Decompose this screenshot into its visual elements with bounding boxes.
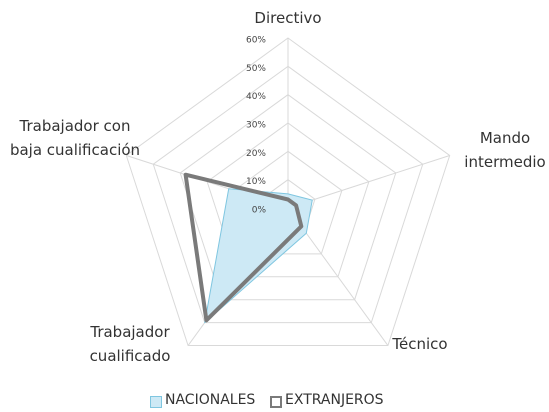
grid-ring — [233, 150, 343, 255]
category-label: Trabajador cualificado — [89, 323, 171, 365]
legend-label: NACIONALES — [165, 392, 256, 408]
grid-ring — [179, 94, 397, 301]
y-tick-label: 30% — [246, 121, 266, 131]
grid-ring — [152, 65, 424, 324]
y-tick-label: 20% — [246, 149, 266, 159]
category-label: Técnico — [392, 335, 448, 353]
y-tick-label: 0% — [252, 206, 267, 216]
grid-ring — [125, 37, 451, 347]
y-tick-label: 50% — [246, 64, 266, 74]
legend-swatch — [150, 396, 162, 408]
grid-ring — [206, 122, 370, 278]
spoke — [287, 154, 450, 209]
series-area — [183, 172, 304, 323]
y-tick-label: 60% — [246, 36, 266, 46]
category-label: Trabajador con baja cualificación — [9, 117, 141, 159]
y-tick-label: 40% — [246, 92, 266, 102]
y-tick-label: 10% — [246, 177, 266, 187]
legend-label: EXTRANJEROS — [285, 392, 384, 408]
category-label: Mando intermedio — [464, 129, 546, 171]
legend-swatch — [270, 396, 282, 408]
category-label: Directivo — [254, 9, 322, 27]
